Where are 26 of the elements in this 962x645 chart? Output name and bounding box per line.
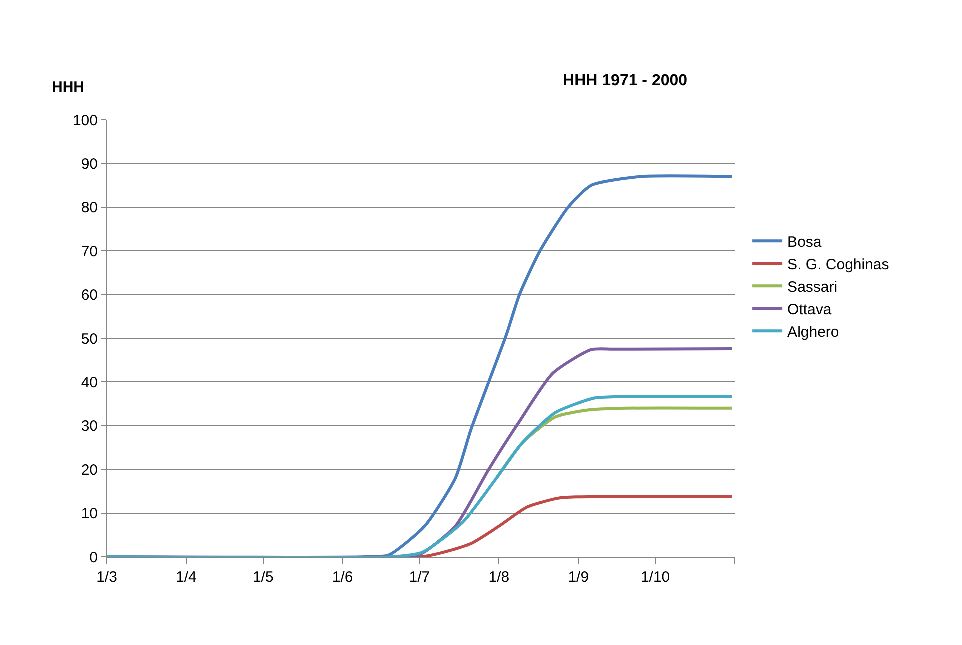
legend-label: Sassari	[788, 278, 838, 296]
y-axis-title: HHH	[52, 79, 84, 96]
y-tick-label: 20	[81, 462, 98, 479]
x-tick-label: 1/9	[568, 569, 590, 586]
x-tick-label: 1/10	[640, 569, 670, 586]
y-tick-label: 0	[90, 549, 98, 566]
y-tick-label: 30	[81, 418, 98, 436]
legend-label: Ottava	[788, 301, 832, 318]
legend-label: Alghero	[788, 324, 840, 341]
y-tick-label: 50	[81, 330, 98, 348]
legend-label: Bosa	[788, 234, 822, 251]
x-tick-label: 1/5	[252, 569, 274, 586]
chart-title: HHH 1971 - 2000	[563, 72, 688, 90]
y-tick-label: 70	[81, 243, 98, 260]
x-tick-label: 1/3	[96, 569, 118, 586]
y-tick-label: 80	[81, 200, 98, 217]
y-tick-label: 10	[81, 506, 98, 523]
y-tick-label: 100	[72, 112, 98, 130]
legend-label: S. G. Coghinas	[788, 256, 890, 274]
y-tick-label: 60	[81, 287, 98, 304]
x-tick-label: 1/8	[488, 569, 510, 586]
x-tick-label: 1/7	[409, 569, 430, 586]
y-tick-label: 40	[81, 374, 98, 392]
y-tick-label: 90	[81, 156, 98, 173]
x-tick-label: 1/4	[176, 569, 197, 586]
x-tick-label: 1/6	[332, 569, 354, 586]
